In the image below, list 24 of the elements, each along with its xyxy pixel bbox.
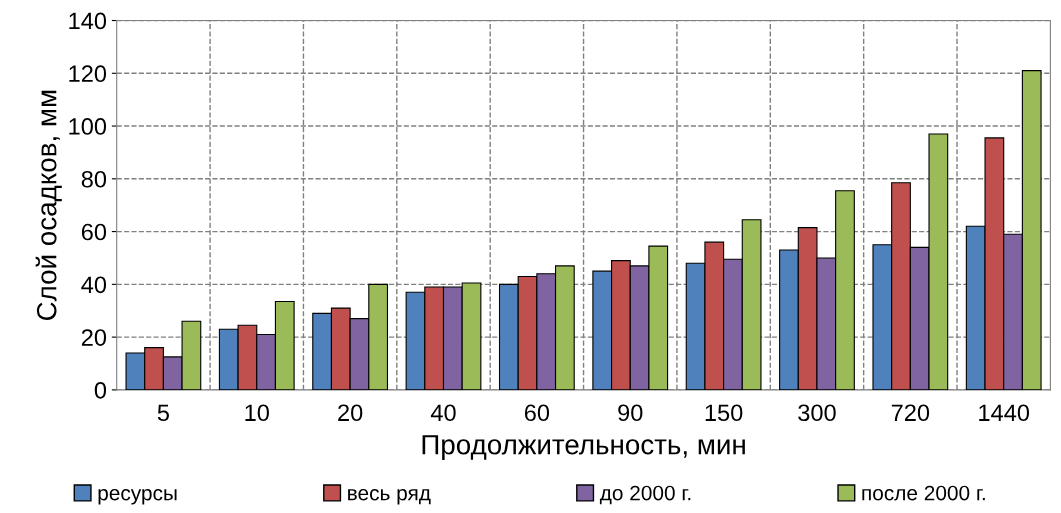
legend-label: весь ряд: [348, 488, 431, 505]
y-axis-title: Слой осадков, мм: [35, 90, 62, 321]
y-tick-label: 140: [69, 12, 107, 30]
y-tick-label: 60: [81, 223, 107, 241]
legend-label: до 2000 г.: [599, 485, 691, 505]
y-tick-label: 0: [94, 381, 107, 399]
x-tick-label: 40: [430, 404, 456, 422]
x-tick-label: 90: [618, 404, 643, 422]
y-tick-label: 100: [69, 118, 107, 135]
x-tick-label: 60: [524, 404, 550, 422]
legend-label: после 2000 г.: [862, 485, 985, 501]
x-tick-label: 20: [338, 404, 363, 422]
y-tick-label: 80: [81, 170, 107, 188]
x-tick-label: 720: [891, 404, 930, 422]
x-axis-title: Продолжительность, мин: [422, 435, 745, 461]
legend-label: ресурсы: [98, 488, 177, 505]
x-tick-label: 150: [705, 404, 743, 422]
y-tick-label: 20: [81, 329, 107, 346]
x-tick-label: 5: [157, 404, 169, 422]
y-tick-label: 40: [81, 276, 107, 294]
y-tick-label: 120: [69, 65, 107, 83]
x-tick-label: 1440: [979, 404, 1030, 422]
x-tick-label: 10: [245, 404, 269, 422]
x-tick-label: 300: [798, 404, 836, 422]
